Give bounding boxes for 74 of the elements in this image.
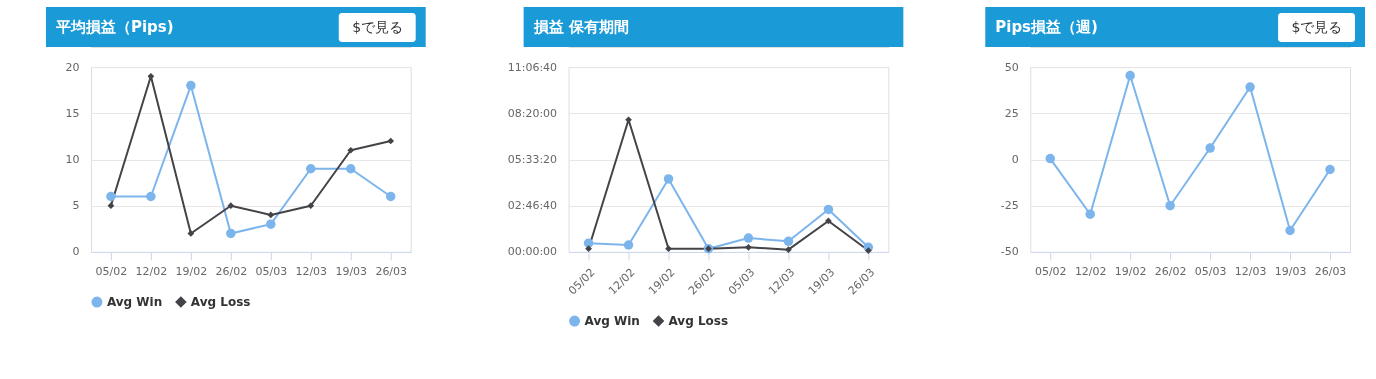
- y-tick-label: 15: [65, 106, 80, 120]
- x-tick-label: 12/02: [135, 265, 168, 279]
- x-tick-label: 19/02: [1114, 265, 1147, 279]
- x-tick-label: 12/03: [1234, 265, 1267, 279]
- point: [147, 72, 155, 80]
- point: [306, 164, 316, 174]
- y-tick-label: 20: [65, 60, 80, 74]
- x-tick-label: 12/03: [295, 265, 328, 279]
- point: [865, 247, 872, 254]
- x-tick-label: 19/03: [1274, 265, 1307, 279]
- chart-title: 損益 保有期間: [532, 18, 629, 37]
- point: [1245, 82, 1255, 92]
- x-tick-label: 26/03: [1314, 265, 1347, 279]
- point: [785, 246, 792, 253]
- point: [387, 137, 395, 145]
- point: [266, 219, 276, 229]
- text: $で見る: [352, 19, 404, 36]
- point: [663, 174, 674, 184]
- chart-title: Pips損益（週): [995, 18, 1098, 37]
- point: [1085, 209, 1095, 219]
- point: [267, 211, 275, 219]
- point: [1325, 164, 1335, 175]
- x-tick-label: 26/02: [1154, 265, 1187, 279]
- legend-label: Avg Win: [584, 314, 640, 329]
- y-tick-label: 11:06:40: [507, 60, 558, 74]
- point: [623, 240, 634, 250]
- point: [227, 202, 235, 210]
- y-tick-label: -50: [1000, 245, 1019, 259]
- x-tick-label: 05/02: [95, 265, 128, 279]
- x-tick-label: 26/02: [215, 265, 248, 279]
- point: [347, 146, 355, 154]
- point: [307, 202, 315, 210]
- point: [146, 191, 156, 202]
- point: [585, 245, 592, 253]
- point: [1165, 200, 1175, 211]
- point: [187, 230, 195, 237]
- x-tick-label: 26/03: [375, 265, 408, 279]
- point: [226, 228, 236, 239]
- point: [1205, 143, 1215, 153]
- x-tick-label: 05/03: [1194, 265, 1227, 279]
- y-tick-label: 00:00:00: [507, 245, 558, 259]
- point: [823, 204, 834, 215]
- x-tick-label: 05/02: [1034, 265, 1067, 279]
- chart-title: 平均損益（Pips): [54, 18, 174, 37]
- point: [1125, 70, 1135, 81]
- legend-label: Avg Win: [106, 295, 163, 310]
- point: [745, 243, 752, 251]
- y-tick-label: -25: [1000, 199, 1019, 213]
- legend-label: Avg Loss: [190, 295, 251, 310]
- y-tick-label: 10: [65, 153, 80, 166]
- point: [107, 202, 115, 210]
- point: [186, 80, 196, 91]
- x-tick-label: 12/02: [1074, 265, 1107, 279]
- y-tick-label: 0: [1011, 153, 1019, 166]
- x-tick-label: 19/03: [335, 265, 368, 279]
- point: [743, 233, 754, 243]
- y-tick-label: 08:20:00: [507, 106, 558, 120]
- point: [1045, 153, 1055, 164]
- point: [665, 245, 672, 253]
- y-tick-label: 0: [72, 245, 80, 259]
- legend-label: Avg Loss: [668, 314, 729, 329]
- y-tick-label: 25: [1004, 106, 1019, 120]
- x-tick-label: 19/02: [175, 265, 208, 279]
- y-tick-label: 50: [1004, 60, 1019, 74]
- point: [783, 236, 794, 247]
- x-tick-label: 05/03: [255, 265, 288, 279]
- point: [346, 164, 356, 174]
- y-tick-label: 5: [72, 199, 80, 213]
- text: $で見る: [1291, 19, 1343, 36]
- y-tick-label: 05:33:20: [507, 153, 558, 166]
- point: [385, 191, 396, 202]
- y-tick-label: 02:46:40: [507, 199, 558, 213]
- point: [1285, 225, 1295, 236]
- point: [106, 191, 116, 202]
